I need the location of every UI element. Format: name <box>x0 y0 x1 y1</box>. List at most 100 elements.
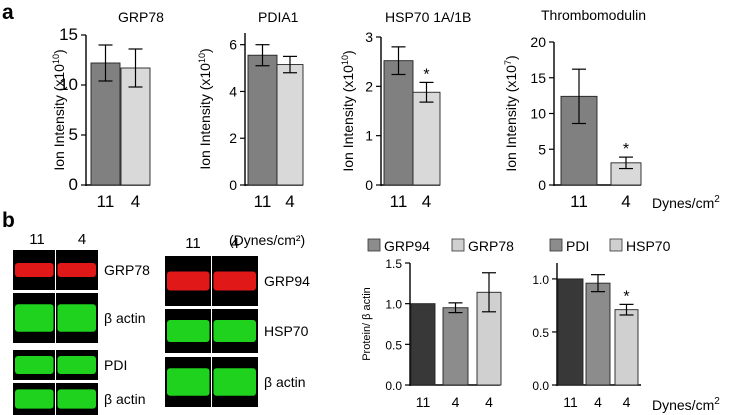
y-tick-label: 2 <box>229 130 237 146</box>
x-tick-label: 4 <box>621 192 630 211</box>
x-tick-label: 4 <box>422 192 431 211</box>
chart-title: Thrombomodulin <box>541 7 646 23</box>
significance-star: * <box>423 66 429 83</box>
x-tick-label: 11 <box>416 394 431 410</box>
y-tick-label: 1.0 <box>532 273 549 287</box>
x-tick-label: 4 <box>594 394 602 410</box>
chart-title: GRP78 <box>118 9 164 25</box>
x-tick-label: 11 <box>254 192 272 211</box>
blot-band <box>15 389 54 409</box>
x-tick-label: 4 <box>485 394 493 410</box>
y-tick-label: 0.5 <box>385 338 402 352</box>
blot-band <box>167 271 210 291</box>
x-tick-label: 11 <box>97 192 115 211</box>
x-tick-label: 4 <box>285 192 294 211</box>
blot-band <box>167 320 210 342</box>
legend-label: PDI <box>566 238 589 254</box>
blot-band <box>213 271 256 291</box>
bar <box>412 91 441 186</box>
y-tick-label: 15 <box>59 25 78 44</box>
y-tick-label: 10 <box>530 106 546 122</box>
bar <box>614 309 639 386</box>
blot-units: (Dynes/cm²) <box>229 232 305 248</box>
y-tick-label: 5 <box>69 125 78 144</box>
grp-ratio-chart: GRP94 GRP78 Protein/ β actin 0.0 0.5 1.0 1.5 11… <box>361 238 514 410</box>
bar <box>247 54 278 186</box>
lane-label: 11 <box>185 235 201 252</box>
blot-band <box>57 356 96 374</box>
blot-band <box>57 389 96 409</box>
blot-band <box>15 304 54 332</box>
y-axis-label: Ion Intensity (x1010) <box>340 50 356 171</box>
lane-label: 4 <box>231 235 239 252</box>
y-tick-label: 0.0 <box>532 379 549 393</box>
y-tick-label: 3 <box>365 29 373 45</box>
y-tick-label: 15 <box>530 70 546 86</box>
panel-label-b: b <box>2 209 15 232</box>
blot-row-label: β actin <box>104 391 146 407</box>
y-tick-label: 0 <box>538 177 546 193</box>
bar <box>383 60 414 186</box>
blot-band <box>57 304 96 332</box>
thrombomodulin-chart: Thrombomodulin Ion Intensity (x107) 0 5 10 15… <box>503 7 646 211</box>
y-axis-label: Ion Intensity (x107) <box>503 55 519 171</box>
x-tick-label: 11 <box>390 192 408 211</box>
blot-row-label: GRP78 <box>104 262 150 278</box>
units-bottom: Dynes/cm2 <box>652 396 720 413</box>
pdia1-chart: PDIA1 Ion Intensity (x1010) 0 2 4 6 11 4 <box>197 9 304 211</box>
legend-label: GRP94 <box>384 238 430 254</box>
bar <box>557 278 584 386</box>
units-top: Dynes/cm2 <box>652 194 720 211</box>
western-blot-left: 11 4 GRP78 β actin PDI β actin <box>13 231 150 415</box>
y-tick-label: 5 <box>538 141 546 157</box>
y-tick-label: 1 <box>365 128 373 144</box>
legend-swatch <box>609 238 623 252</box>
x-tick-label: 4 <box>623 394 631 410</box>
y-tick-label: 0.0 <box>385 379 402 393</box>
y-tick-label: 1.0 <box>385 298 402 312</box>
x-tick-label: 11 <box>563 394 578 410</box>
blot-band <box>57 263 96 277</box>
y-tick-label: 0 <box>229 177 237 193</box>
significance-star: * <box>623 288 629 305</box>
y-tick-label: 2 <box>365 78 373 94</box>
blot-band <box>213 320 256 342</box>
bar <box>585 282 611 386</box>
blot-band <box>15 263 54 277</box>
y-tick-label: 0 <box>69 175 78 194</box>
bar <box>410 303 436 386</box>
legend-label: HSP70 <box>626 238 671 254</box>
lane-label: 4 <box>78 231 86 248</box>
y-axis-label: Ion Intensity (x1010) <box>51 49 67 170</box>
significance-star: * <box>623 141 629 158</box>
legend-swatch <box>549 238 563 252</box>
pdi-hsp70-ratio-chart: PDI HSP70 0.0 0.5 1.0 11 4 * 4 <box>532 238 670 410</box>
blot-row-label: HSP70 <box>264 323 309 339</box>
panel-label-a: a <box>2 1 14 24</box>
bar <box>276 64 304 186</box>
grp78-chart: GRP78 Ion Intensity (x1010)0 5 10 15 11 4 <box>51 9 164 211</box>
y-tick-label: 4 <box>229 83 237 99</box>
y-tick-label: 0.5 <box>532 326 549 340</box>
blot-band <box>213 368 256 396</box>
blot-row-label: β actin <box>104 310 146 326</box>
y-tick-label: 1.5 <box>385 257 402 271</box>
y-axis-label: Protein/ β actin <box>361 287 373 361</box>
y-tick-label: 10 <box>59 75 78 94</box>
blot-row-label: PDI <box>104 357 127 373</box>
y-tick-label: 0 <box>365 177 373 193</box>
blot-band <box>15 356 54 374</box>
y-tick-label: 6 <box>229 37 237 53</box>
legend-label: GRP78 <box>468 238 514 254</box>
legend-swatch <box>451 238 465 252</box>
x-tick-label: 4 <box>452 394 460 410</box>
hsp70-chart: HSP70 1A/1B Ion Intensity (x1010) 0 1 2 3 11 * 4 <box>340 9 471 211</box>
y-axis-label: Ion Intensity (x1010) <box>197 48 213 169</box>
blot-band <box>167 368 210 396</box>
blot-row-label: GRP94 <box>264 273 310 289</box>
bar <box>90 62 121 186</box>
y-tick-label: 20 <box>530 34 546 50</box>
chart-title: PDIA1 <box>258 9 299 25</box>
x-tick-label: 4 <box>131 192 140 211</box>
